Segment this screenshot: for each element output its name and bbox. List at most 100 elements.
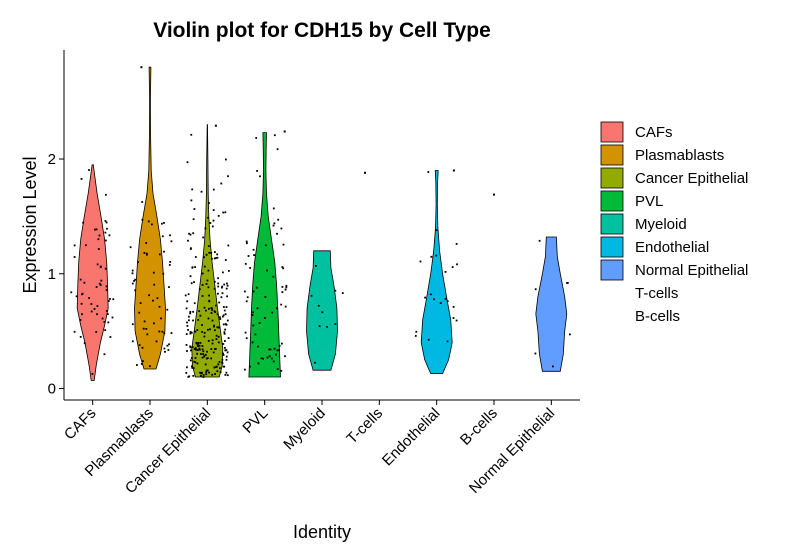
data-point-plasmablasts xyxy=(146,333,149,336)
data-point-cancer-epithelial xyxy=(211,342,214,345)
data-point-endothelial xyxy=(419,260,422,263)
data-point-cancer-epithelial xyxy=(196,329,199,331)
data-point-cafs xyxy=(105,193,107,196)
data-point-cancer-epithelial xyxy=(203,354,206,357)
data-point-plasmablasts xyxy=(169,261,172,263)
data-point-pvl xyxy=(245,240,248,243)
data-point-cancer-epithelial xyxy=(188,232,190,235)
data-point-cancer-epithelial xyxy=(219,316,221,319)
data-point-endothelial xyxy=(446,300,449,303)
data-point-cancer-epithelial xyxy=(189,275,192,278)
data-point-cancer-epithelial xyxy=(201,272,204,275)
data-point-cafs xyxy=(73,244,76,247)
data-point-cancer-epithelial xyxy=(212,219,215,222)
data-point-pvl xyxy=(257,362,260,365)
data-point-pvl xyxy=(244,290,246,293)
data-point-plasmablasts xyxy=(149,365,151,368)
data-point-plasmablasts xyxy=(161,330,164,333)
outlier-point-plasmablasts xyxy=(140,66,143,69)
data-point-cancer-epithelial xyxy=(228,270,230,272)
data-point-pvl xyxy=(284,355,286,358)
data-point-pvl xyxy=(268,355,271,358)
data-point-cancer-epithelial xyxy=(194,266,196,268)
data-point-plasmablasts xyxy=(148,294,150,297)
data-point-cafs xyxy=(109,298,111,300)
legend-label-normal-epithelial: Normal Epithelial xyxy=(635,262,748,279)
data-point-myeloid xyxy=(334,323,337,325)
data-point-pvl xyxy=(285,284,288,287)
data-point-plasmablasts xyxy=(131,323,134,326)
data-point-plasmablasts xyxy=(166,344,169,347)
data-point-endothelial xyxy=(455,243,458,245)
data-point-pvl xyxy=(252,324,255,327)
data-point-pvl xyxy=(276,232,278,235)
data-point-endothelial xyxy=(444,297,447,300)
legend-label-plasmablasts: Plasmablasts xyxy=(635,147,724,164)
plot-area xyxy=(70,66,571,381)
data-point-cancer-epithelial xyxy=(187,329,189,331)
data-point-cancer-epithelial xyxy=(225,371,228,374)
data-point-cancer-epithelial xyxy=(211,309,213,311)
data-point-pvl xyxy=(275,353,277,356)
data-point-pvl xyxy=(269,348,272,351)
data-point-pvl xyxy=(281,342,283,345)
data-point-cancer-epithelial xyxy=(217,335,220,338)
data-point-pvl xyxy=(280,369,283,372)
data-point-cafs xyxy=(98,282,101,285)
data-point-cancer-epithelial xyxy=(185,333,188,335)
data-point-cafs xyxy=(105,221,108,224)
data-point-pvl xyxy=(276,148,279,151)
data-point-pvl xyxy=(247,255,250,257)
data-point-plasmablasts xyxy=(164,350,166,353)
data-point-cafs xyxy=(105,239,107,242)
data-point-myeloid xyxy=(318,325,321,327)
data-point-cancer-epithelial xyxy=(192,375,195,377)
data-point-plasmablasts xyxy=(160,317,162,320)
x-axis-title: Identity xyxy=(293,522,351,542)
data-point-cafs xyxy=(100,279,103,282)
data-point-cafs xyxy=(99,284,102,286)
data-point-plasmablasts xyxy=(163,332,166,335)
data-point-cancer-epithelial xyxy=(207,286,210,289)
data-point-cafs xyxy=(82,221,84,224)
data-point-endothelial xyxy=(424,296,426,299)
data-point-cafs xyxy=(111,316,114,319)
data-point-cancer-epithelial xyxy=(201,356,204,359)
data-point-cancer-epithelial xyxy=(211,257,213,260)
data-point-cancer-epithelial xyxy=(215,365,218,368)
data-point-pvl xyxy=(284,305,287,308)
data-point-cancer-epithelial xyxy=(221,292,224,295)
data-point-cancer-epithelial xyxy=(216,253,219,256)
data-point-plasmablasts xyxy=(158,253,161,256)
data-point-cancer-epithelial xyxy=(222,314,225,317)
data-point-cancer-epithelial xyxy=(212,188,215,191)
data-point-cancer-epithelial xyxy=(225,287,228,290)
data-point-cancer-epithelial xyxy=(226,319,229,322)
data-point-cancer-epithelial xyxy=(200,372,203,375)
data-point-cancer-epithelial xyxy=(227,337,230,339)
legend-label-endothelial: Endothelial xyxy=(635,239,709,256)
data-point-cancer-epithelial xyxy=(206,350,208,353)
data-point-cancer-epithelial xyxy=(203,335,206,338)
data-point-pvl xyxy=(266,356,269,359)
data-point-cancer-epithelial xyxy=(187,239,189,242)
chart-title: Violin plot for CDH15 by Cell Type xyxy=(153,19,491,42)
data-point-cafs xyxy=(90,303,93,305)
data-point-cancer-epithelial xyxy=(222,211,225,214)
y-tick-label: 0 xyxy=(48,381,56,398)
data-point-cancer-epithelial xyxy=(214,373,216,375)
data-point-myeloid xyxy=(317,304,320,307)
data-point-cancer-epithelial xyxy=(205,369,208,372)
data-point-cancer-epithelial xyxy=(186,161,189,164)
data-point-pvl xyxy=(251,341,254,344)
data-point-pvl xyxy=(264,244,267,247)
data-point-cancer-epithelial xyxy=(220,296,223,299)
data-point-pvl xyxy=(252,290,255,293)
data-point-cancer-epithelial xyxy=(186,325,189,327)
data-point-cancer-epithelial xyxy=(211,225,214,228)
data-point-plasmablasts xyxy=(143,252,146,254)
data-point-cafs xyxy=(73,256,76,258)
data-point-cafs xyxy=(73,330,76,333)
data-point-cancer-epithelial xyxy=(196,362,199,365)
